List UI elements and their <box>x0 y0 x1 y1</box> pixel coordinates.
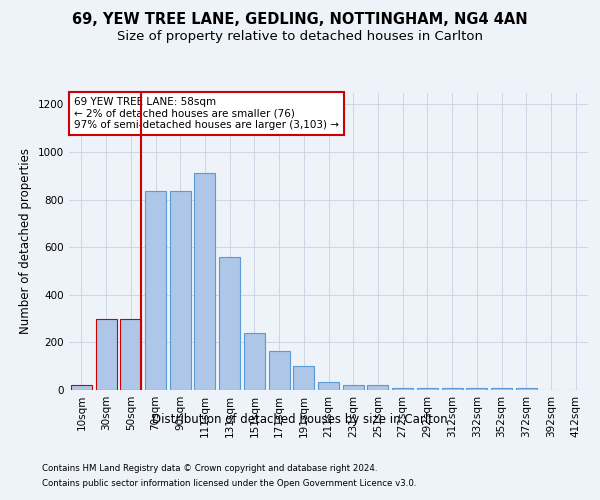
Bar <box>343 385 364 390</box>
Bar <box>442 388 463 390</box>
Text: 69 YEW TREE LANE: 58sqm
← 2% of detached houses are smaller (76)
97% of semi-det: 69 YEW TREE LANE: 58sqm ← 2% of detached… <box>74 97 339 130</box>
Bar <box>367 385 388 390</box>
Bar <box>95 318 116 390</box>
Bar <box>71 385 92 390</box>
Bar <box>219 256 240 390</box>
Y-axis label: Number of detached properties: Number of detached properties <box>19 148 32 334</box>
Text: 69, YEW TREE LANE, GEDLING, NOTTINGHAM, NG4 4AN: 69, YEW TREE LANE, GEDLING, NOTTINGHAM, … <box>72 12 528 28</box>
Bar <box>194 174 215 390</box>
Bar <box>318 382 339 390</box>
Text: Contains HM Land Registry data © Crown copyright and database right 2024.: Contains HM Land Registry data © Crown c… <box>42 464 377 473</box>
Bar <box>417 388 438 390</box>
Bar <box>516 388 537 390</box>
Bar <box>120 318 141 390</box>
Bar <box>293 366 314 390</box>
Text: Contains public sector information licensed under the Open Government Licence v3: Contains public sector information licen… <box>42 479 416 488</box>
Bar <box>491 388 512 390</box>
Bar <box>145 192 166 390</box>
Text: Distribution of detached houses by size in Carlton: Distribution of detached houses by size … <box>152 412 448 426</box>
Bar <box>170 192 191 390</box>
Bar <box>466 388 487 390</box>
Bar <box>244 333 265 390</box>
Text: Size of property relative to detached houses in Carlton: Size of property relative to detached ho… <box>117 30 483 43</box>
Bar <box>269 350 290 390</box>
Bar <box>392 388 413 390</box>
